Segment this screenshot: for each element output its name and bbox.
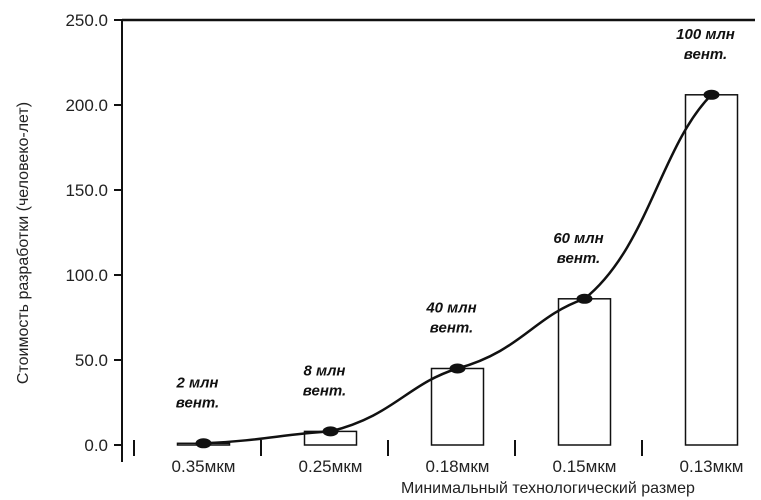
bar	[557, 298, 612, 446]
y-tick-label: 250.0	[65, 11, 108, 30]
y-axis: 0.0 50.0 100.0 150.0 200.0 250.0	[65, 11, 755, 462]
y-tick-label: 200.0	[65, 96, 108, 115]
x-tick-label: 0.18мкм	[426, 457, 490, 476]
data-labels: 2 млн вент. 8 млн вент. 40 млн вент. 60 млн вен…	[176, 26, 735, 411]
trend-line-series	[195, 89, 720, 449]
data-label: вент.	[176, 394, 219, 411]
x-tick-label: 0.15мкм	[553, 457, 617, 476]
x-tick-label: 0.25мкм	[299, 457, 363, 476]
bar	[430, 367, 485, 446]
bar	[684, 94, 739, 446]
data-point	[576, 293, 593, 304]
data-point	[195, 438, 212, 449]
data-label: вент.	[430, 320, 473, 337]
y-tick-label: 0.0	[84, 436, 108, 455]
data-label: 40 млн	[425, 300, 476, 317]
x-axis-title: Минимальный технологический размер	[401, 480, 695, 497]
data-point	[703, 89, 720, 100]
y-tick-label: 50.0	[75, 351, 108, 370]
data-label: 2 млн	[176, 374, 219, 391]
data-label: 8 млн	[304, 362, 346, 379]
y-axis-title: Стоимость разработки (человеко-лет)	[15, 102, 32, 384]
data-label: вент.	[684, 46, 727, 63]
data-label: 100 млн	[676, 26, 735, 43]
data-label: вент.	[303, 382, 346, 399]
y-tick-label: 150.0	[65, 181, 108, 200]
bars	[176, 94, 739, 446]
x-axis: 0.35мкм 0.25мкм 0.18мкм 0.15мкм 0.13мкм	[133, 440, 744, 476]
x-tick-label: 0.35мкм	[172, 457, 236, 476]
y-tick-label: 100.0	[65, 266, 108, 285]
data-label: вент.	[557, 250, 600, 267]
x-tick-label: 0.13мкм	[680, 457, 744, 476]
data-point	[449, 363, 466, 374]
trend-line	[203, 93, 713, 445]
data-label: 60 млн	[553, 230, 603, 247]
data-point	[322, 426, 339, 437]
